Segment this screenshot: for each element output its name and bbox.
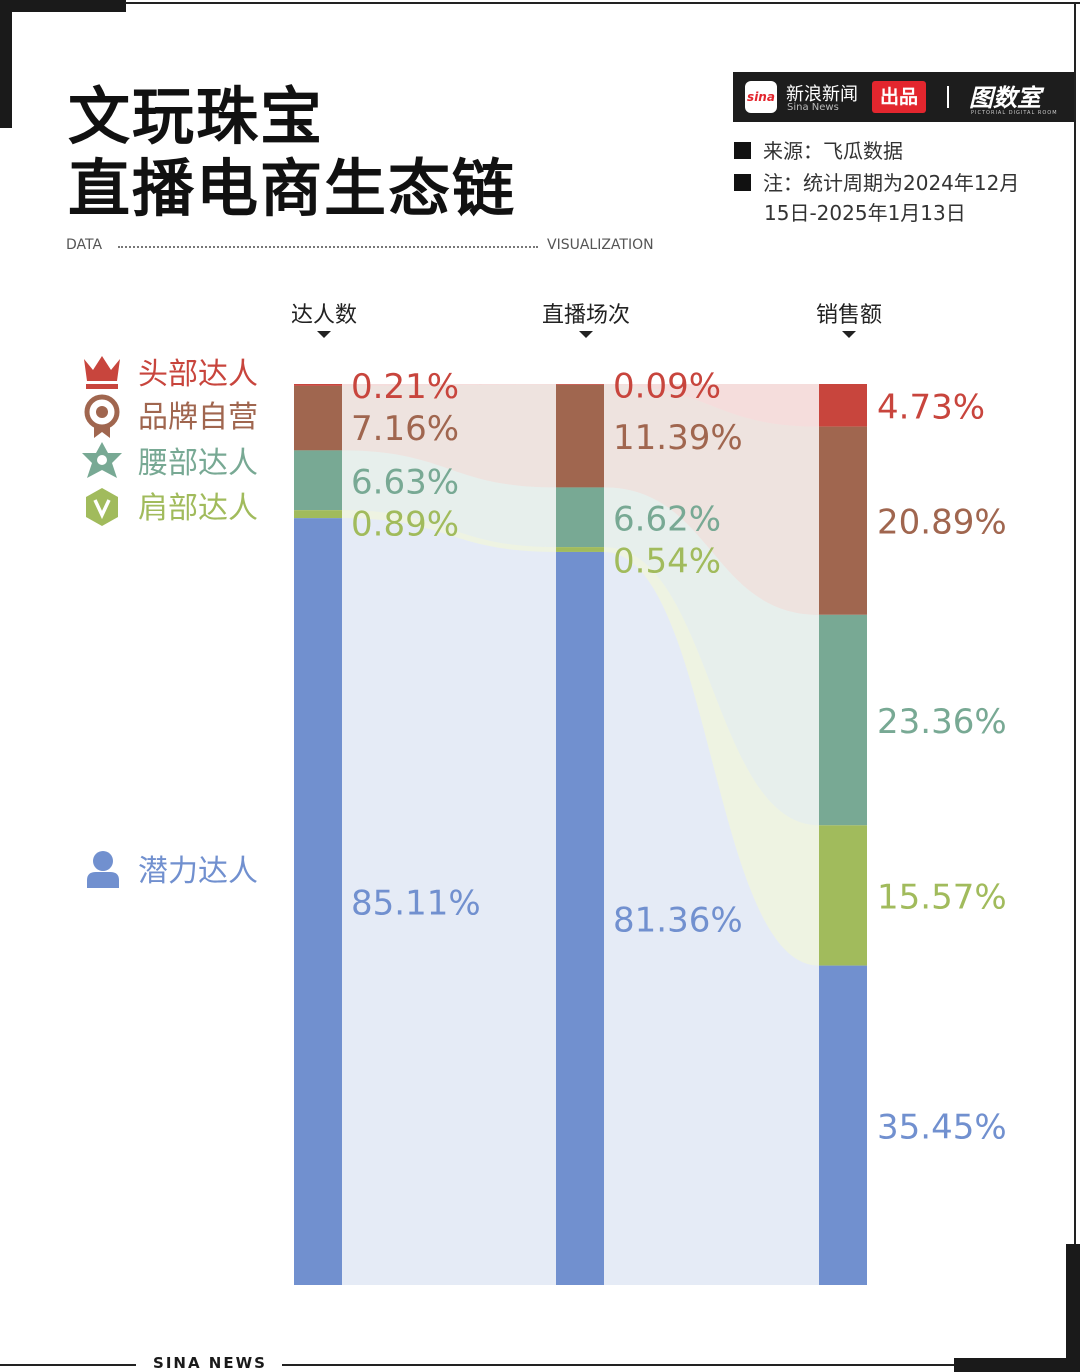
bar-segment-达人数-潜力达人 — [294, 518, 342, 1285]
brand-name-cn: 新浪新闻 — [786, 84, 858, 105]
value-label-销售额-腰部达人: 23.36% — [877, 702, 1007, 742]
value-label-达人数-品牌自营: 7.16% — [351, 409, 459, 449]
flow-band-腰部达人 — [342, 450, 556, 548]
brand-separator — [947, 86, 949, 108]
note-period: 注：统计周期为2024年12月 — [734, 168, 1054, 198]
deco-dotted-line — [118, 246, 538, 248]
bar-segment-销售额-肩部达人 — [819, 825, 867, 966]
value-label-销售额-潜力达人: 35.45% — [877, 1107, 1007, 1147]
value-labels: 0.21%7.16% 6.63%0.89% 85.11% 0.09% 11.39% 6.6… — [351, 366, 1007, 1147]
legend-label-品牌自营: 品牌自营 — [138, 400, 258, 435]
partner-logo: 图数室 — [969, 84, 1041, 112]
frame-corner-bottom — [954, 1358, 1080, 1372]
triangle-down-icon — [579, 331, 593, 338]
note-period-text-1: 注：统计周期为2024年12月 — [763, 171, 1020, 195]
partner-logo-subtitle: PICTORIAL DIGITAL ROOM — [971, 110, 1058, 116]
legend-label-头部达人: 头部达人 — [138, 357, 258, 392]
value-label-销售额-品牌自营: 20.89% — [877, 503, 1007, 543]
bullet-square-icon — [734, 142, 751, 159]
column-header-达人数: 达人数 — [291, 303, 357, 328]
value-label-达人数-头部达人: 0.21% — [351, 367, 459, 407]
star-badge-icon — [82, 442, 122, 478]
title-line-2: 直播电商生态链 — [68, 152, 517, 225]
bar-segment-直播场次-潜力达人 — [556, 551, 604, 1285]
bullet-square-icon — [734, 174, 751, 191]
column-header-销售额: 销售额 — [816, 303, 882, 328]
bars — [294, 384, 867, 1285]
flow-band-肩部达人 — [342, 510, 556, 552]
bar-segment-销售额-潜力达人 — [819, 965, 867, 1285]
v-badge-icon — [86, 488, 118, 526]
note-source-text: 来源：飞瓜数据 — [763, 139, 903, 163]
value-label-达人数-潜力达人: 85.11% — [351, 884, 481, 924]
frame-bottom-border-left — [0, 1364, 136, 1366]
bar-segment-达人数-品牌自营 — [294, 385, 342, 451]
bar-segment-达人数-腰部达人 — [294, 450, 342, 511]
triangle-down-icon — [317, 331, 331, 338]
sina-logo-icon: sina — [745, 81, 777, 113]
bar-segment-直播场次-头部达人 — [556, 384, 604, 385]
title-line-1: 文玩珠宝 — [68, 80, 325, 153]
flow-band-潜力达人 — [342, 518, 556, 1285]
crown-icon — [84, 356, 120, 389]
flow-band-头部达人 — [342, 384, 556, 386]
flow-bands — [342, 384, 819, 1285]
bar-segment-销售额-品牌自营 — [819, 426, 867, 615]
bar-segment-直播场次-腰部达人 — [556, 487, 604, 548]
value-label-直播场次-品牌自营: 11.39% — [613, 418, 743, 458]
person-icon — [87, 851, 119, 888]
value-label-达人数-肩部达人: 0.89% — [351, 504, 459, 544]
flow-band-头部达人 — [604, 384, 819, 427]
deco-data-label: DATA — [66, 237, 103, 253]
brand-badge: 出品 — [872, 81, 926, 113]
value-label-直播场次-腰部达人: 6.62% — [613, 499, 721, 539]
frame-top-border — [125, 2, 1080, 4]
brand-name-en: Sina News — [787, 102, 839, 113]
value-label-达人数-腰部达人: 6.63% — [351, 462, 459, 502]
legend-label-腰部达人: 腰部达人 — [138, 446, 258, 481]
bar-segment-达人数-头部达人 — [294, 384, 342, 386]
flow-band-腰部达人 — [604, 487, 819, 826]
column-header-直播场次: 直播场次 — [542, 303, 630, 328]
deco-visualization-label: VISUALIZATION — [547, 237, 654, 253]
bar-segment-销售额-腰部达人 — [819, 614, 867, 826]
bar-segment-达人数-肩部达人 — [294, 510, 342, 519]
medal-icon — [84, 394, 120, 438]
legend-label-潜力达人: 潜力达人 — [138, 854, 258, 889]
frame-corner-top-left — [0, 0, 126, 12]
value-label-销售额-肩部达人: 15.57% — [877, 877, 1007, 917]
bar-segment-直播场次-肩部达人 — [556, 547, 604, 552]
decoration-row: DATA VISUALIZATION — [66, 237, 666, 257]
page-title: 文玩珠宝 直播电商生态链 — [68, 82, 516, 226]
brand-bar: sina 新浪新闻 Sina News 出品 图数室 PICTORIAL DIG… — [733, 72, 1074, 122]
frame-corner-left — [0, 0, 12, 128]
note-source: 来源：飞瓜数据 — [734, 136, 903, 166]
triangle-down-icon — [842, 331, 856, 338]
value-label-直播场次-潜力达人: 81.36% — [613, 900, 743, 940]
bar-segment-销售额-头部达人 — [819, 384, 867, 427]
column-headers: 达人数 直播场次 销售额 — [291, 303, 882, 338]
bar-segment-直播场次-品牌自营 — [556, 384, 604, 488]
flow-band-品牌自营 — [342, 384, 556, 488]
value-label-销售额-头部达人: 4.73% — [877, 387, 985, 427]
footer-brand: SINA NEWS — [153, 1354, 267, 1372]
flow-band-肩部达人 — [604, 547, 819, 966]
flow-band-潜力达人 — [604, 551, 819, 1285]
value-label-直播场次-头部达人: 0.09% — [613, 366, 721, 406]
flow-band-品牌自营 — [604, 384, 819, 615]
value-label-直播场次-肩部达人: 0.54% — [613, 541, 721, 581]
legend-label-肩部达人: 肩部达人 — [138, 491, 258, 526]
note-period-text-2: 15日-2025年1月13日 — [764, 201, 966, 225]
frame-bottom-border-right — [282, 1364, 954, 1366]
frame-right-border — [1074, 4, 1076, 1244]
frame-corner-bottom-right — [1066, 1244, 1080, 1372]
